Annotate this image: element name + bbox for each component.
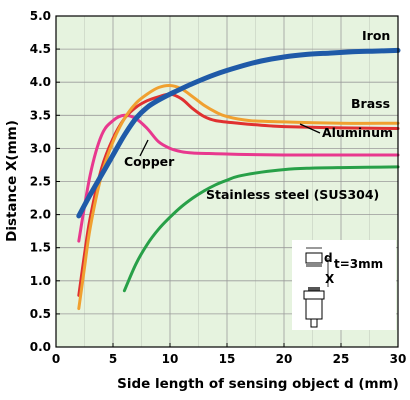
y-tick-label-5: 2.5 <box>30 175 51 189</box>
y-tick-label-1: 0.5 <box>30 307 51 321</box>
y-tick-label-9: 4.5 <box>30 42 51 56</box>
x-label: X <box>325 272 335 286</box>
sensor-nut <box>303 290 325 300</box>
series-line-stainless-steel-sus304 <box>122 165 400 293</box>
object-thickness-hatch <box>306 263 322 267</box>
sensor-body <box>305 298 323 320</box>
x-axis-title: Side length of sensing object d (mm) <box>117 376 399 392</box>
y-axis-title: Distance X(mm) <box>4 120 20 242</box>
sensor-head <box>308 287 320 291</box>
x-tick-label-4: 20 <box>276 352 293 366</box>
series-label-aluminum: Aluminum <box>322 125 393 140</box>
y-tick-label-7: 3.5 <box>30 108 51 122</box>
leader-aluminum <box>299 123 321 134</box>
series-label-brass: Brass <box>351 96 390 111</box>
y-tick-label-10: 5.0 <box>30 9 51 23</box>
series-layer <box>76 47 401 311</box>
sensor-cable <box>310 318 318 328</box>
y-tick-label-3: 1.5 <box>30 241 51 255</box>
x-tick-label-2: 10 <box>162 352 179 366</box>
t-label: t=3mm <box>334 257 383 271</box>
x-tick-label-6: 30 <box>390 352 407 366</box>
x-tick-label-3: 15 <box>219 352 236 366</box>
x-tick-label-5: 25 <box>333 352 350 366</box>
y-tick-label-8: 4.0 <box>30 75 51 89</box>
series-label-iron: Iron <box>362 28 390 43</box>
leader-copper <box>139 139 149 157</box>
series-label-stainless: Stainless steel (SUS304) <box>206 187 379 202</box>
y-tick-label-6: 3.0 <box>30 141 51 155</box>
y-tick-label-4: 2.0 <box>30 208 51 222</box>
y-tick-label-2: 1.0 <box>30 274 51 288</box>
y-tick-label-0: 0.0 <box>30 340 51 354</box>
series-line-copper <box>77 113 400 243</box>
series-line-iron <box>76 47 401 219</box>
x-tick-label-1: 5 <box>109 352 117 366</box>
tick-layer: 0 5 10 15 20 25 30 0.0 0.5 1.0 1.5 2.0 2.5 3.0 3.5 4.0 4… <box>30 9 407 366</box>
sensor-diagram: d t=3mm X <box>292 240 396 330</box>
series-label-copper: Copper <box>124 154 175 169</box>
x-tick-label-0: 0 <box>52 352 60 366</box>
